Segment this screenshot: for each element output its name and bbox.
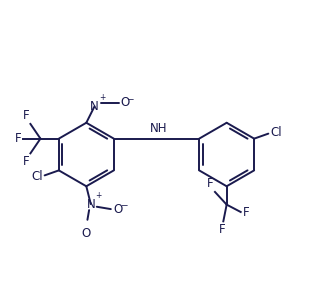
Text: F: F xyxy=(243,207,249,219)
Text: +: + xyxy=(95,191,101,200)
Text: F: F xyxy=(23,109,29,122)
Text: O: O xyxy=(81,228,90,240)
Text: NH: NH xyxy=(150,122,167,135)
Text: N: N xyxy=(90,100,99,113)
Text: −: − xyxy=(120,201,127,210)
Text: Cl: Cl xyxy=(270,126,282,139)
Text: F: F xyxy=(207,177,213,190)
Text: O: O xyxy=(120,97,130,109)
Text: F: F xyxy=(219,223,226,236)
Text: O: O xyxy=(114,203,123,216)
Text: Cl: Cl xyxy=(31,170,43,183)
Text: −: − xyxy=(126,94,133,103)
Text: N: N xyxy=(86,198,95,210)
Text: F: F xyxy=(23,155,29,168)
Text: +: + xyxy=(99,93,105,102)
Text: F: F xyxy=(15,132,22,145)
